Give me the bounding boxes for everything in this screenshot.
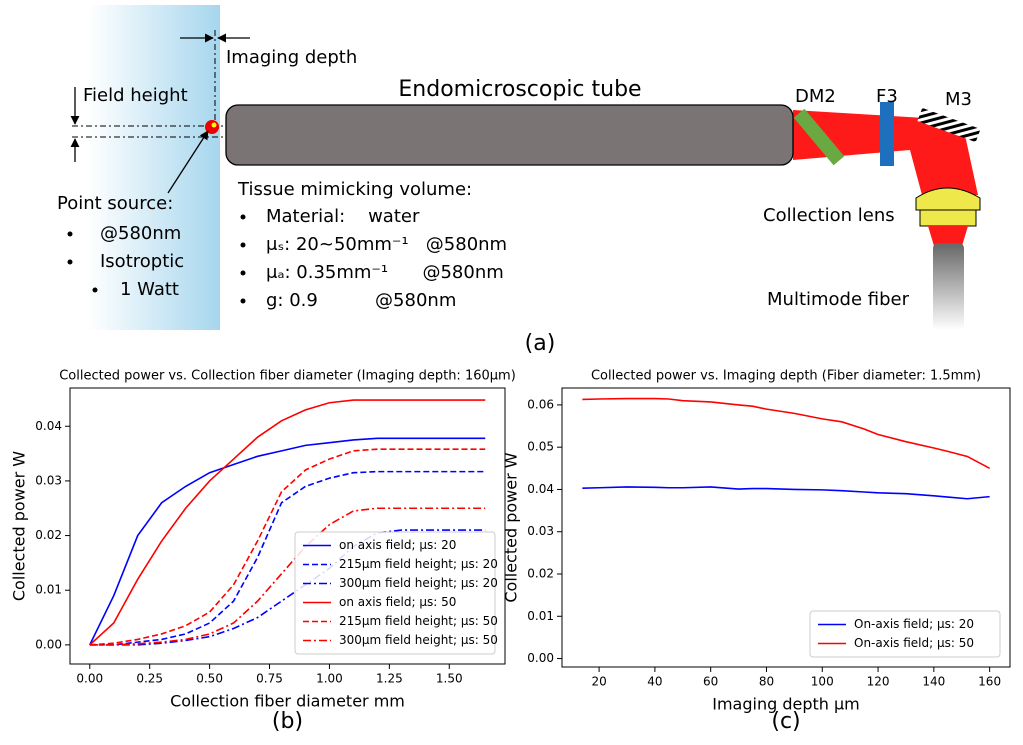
bullet <box>240 298 246 304</box>
diagram: Imaging depth Field height Endomicroscop… <box>57 5 981 356</box>
series-line <box>89 507 486 646</box>
label: Isotroptic <box>100 251 184 272</box>
label: Tissue mimicking volume: <box>237 179 472 200</box>
y-tick-label: 0.04 <box>527 482 554 496</box>
legend-box <box>809 610 1001 658</box>
x-axis-label: Imaging depth μm <box>712 695 860 714</box>
label: DM2 <box>795 86 836 107</box>
filter <box>880 102 894 166</box>
beam <box>793 110 978 195</box>
bullet <box>67 259 73 265</box>
y-tick-label: 0.01 <box>527 609 554 623</box>
label: F3 <box>876 86 898 107</box>
series-line <box>582 397 991 470</box>
y-tick-label: 0.03 <box>35 473 62 487</box>
y-tick-label: 0.01 <box>35 583 62 597</box>
chart-title: Collected power vs. Collection fiber dia… <box>59 369 516 384</box>
dichroic-mirror <box>793 108 845 166</box>
arrow <box>167 130 209 194</box>
panel-label: (c) <box>771 709 800 734</box>
label: g: 0.9 @580nm <box>266 290 456 311</box>
chart: Collected power vs. Imaging depth (Fiber… <box>502 369 1011 734</box>
legend-label: on axis field; μs: 50 <box>339 595 456 609</box>
x-tick-label: 0.00 <box>76 672 103 686</box>
x-tick-label: 1.25 <box>376 672 403 686</box>
x-tick-label: 20 <box>591 675 606 689</box>
x-tick-label: 1.00 <box>316 672 343 686</box>
tube <box>225 104 794 166</box>
legend-label: On-axis field; μs: 50 <box>854 636 974 650</box>
legend-label: 215μm field height; μs: 20 <box>339 557 498 571</box>
bullet <box>240 214 246 220</box>
legend-label: 300μm field height; μs: 50 <box>339 633 498 647</box>
chart-title: Collected power vs. Imaging depth (Fiber… <box>591 369 981 384</box>
label: 1 Watt <box>120 279 179 300</box>
x-tick-label: 100 <box>811 675 834 689</box>
x-tick-label: 80 <box>759 675 774 689</box>
plot-frame <box>561 387 1011 668</box>
beam <box>928 226 968 246</box>
point-source-core <box>211 122 217 128</box>
fiber <box>933 243 964 330</box>
y-tick-label: 0.04 <box>35 419 62 433</box>
label: Material: water <box>266 206 420 227</box>
legend-box <box>294 531 496 655</box>
collection-lens <box>915 187 981 211</box>
label: Imaging depth <box>226 47 357 68</box>
panel-label: (b) <box>272 709 303 734</box>
legend-label: on axis field; μs: 20 <box>339 538 456 552</box>
bullet <box>240 242 246 248</box>
x-tick-label: 60 <box>703 675 718 689</box>
label: Point source: <box>57 193 173 214</box>
label: Endomicroscopic tube <box>398 77 641 102</box>
legend-label: 215μm field height; μs: 50 <box>339 614 498 628</box>
chart: Collected power vs. Collection fiber dia… <box>10 369 516 735</box>
x-tick-label: 140 <box>922 675 945 689</box>
panel-label: (a) <box>525 331 556 356</box>
bullet <box>240 270 246 276</box>
y-tick-label: 0.05 <box>527 440 554 454</box>
legend-label: On-axis field; μs: 20 <box>854 617 974 631</box>
x-tick-label: 120 <box>867 675 890 689</box>
y-tick-label: 0.00 <box>35 637 62 651</box>
series-line <box>89 470 486 646</box>
y-tick-label: 0.02 <box>527 567 554 581</box>
tissue-volume <box>88 5 220 330</box>
y-tick-label: 0.06 <box>527 397 554 411</box>
label: Multimode fiber <box>767 289 910 310</box>
x-tick-label: 160 <box>978 675 1001 689</box>
bullet <box>67 231 73 237</box>
legend-label: 300μm field height; μs: 20 <box>339 576 498 590</box>
label: μₛ: 20~50mm⁻¹ @580nm <box>266 234 507 255</box>
x-tick-label: 0.25 <box>136 672 163 686</box>
x-tick-label: 1.50 <box>436 672 463 686</box>
label: M3 <box>945 89 972 110</box>
collection-lens-base <box>919 209 977 227</box>
x-tick-label: 0.50 <box>196 672 223 686</box>
y-axis-label: Collected power W <box>502 452 521 602</box>
y-tick-label: 0.00 <box>527 651 554 665</box>
label: μₐ: 0.35mm⁻¹ @580nm <box>266 262 504 283</box>
mirror <box>917 107 981 143</box>
y-tick-label: 0.03 <box>527 524 554 538</box>
x-tick-label: 40 <box>647 675 662 689</box>
label: Field height <box>83 85 188 106</box>
label: Collection lens <box>763 205 895 226</box>
y-tick-label: 0.02 <box>35 528 62 542</box>
series-line <box>89 448 486 646</box>
plot-frame <box>69 387 506 665</box>
bullet <box>92 287 98 293</box>
series-line <box>582 486 990 500</box>
label: @580nm <box>100 223 181 244</box>
y-axis-label: Collected power W <box>10 451 29 601</box>
series-line <box>89 437 486 646</box>
series-line <box>89 399 486 646</box>
x-axis-label: Collection fiber diameter mm <box>170 692 405 711</box>
x-tick-label: 0.75 <box>256 672 283 686</box>
